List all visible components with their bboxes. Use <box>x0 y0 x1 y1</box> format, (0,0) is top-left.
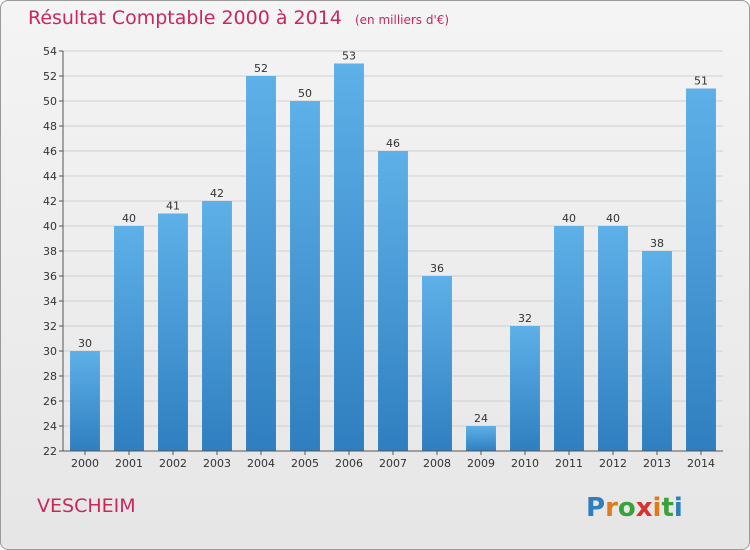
y-tick-label: 24 <box>43 420 57 433</box>
x-tick-label: 2007 <box>379 457 407 470</box>
bar <box>202 201 232 451</box>
x-tick-label: 2006 <box>335 457 363 470</box>
bar <box>246 76 276 451</box>
x-tick-label: 2009 <box>467 457 495 470</box>
data-label: 53 <box>342 50 356 63</box>
bar <box>378 151 408 451</box>
x-tick-label: 2014 <box>687 457 715 470</box>
y-tick-label: 50 <box>43 95 57 108</box>
y-tick-label: 40 <box>43 220 57 233</box>
y-tick-label: 32 <box>43 320 57 333</box>
bar <box>598 226 628 451</box>
y-tick-label: 42 <box>43 195 57 208</box>
bar-layer: 30 40 41 42 52 50 53 46 36 24 32 40 40 38 51 <box>70 50 716 451</box>
bar <box>334 63 364 451</box>
x-tick-label: 2010 <box>511 457 539 470</box>
data-label: 41 <box>166 200 180 213</box>
y-tick-label: 46 <box>43 145 57 158</box>
bar <box>510 326 540 451</box>
x-tick-label: 2013 <box>643 457 671 470</box>
bar <box>158 213 188 451</box>
chart-title-main: Résultat Comptable 2000 à 2014 <box>28 7 342 29</box>
x-tick-label: 2002 <box>159 457 187 470</box>
bar <box>422 276 452 451</box>
data-label: 52 <box>254 62 268 75</box>
y-tick-label: 54 <box>43 45 57 58</box>
x-tick-label: 2004 <box>247 457 275 470</box>
y-tick-label: 22 <box>43 445 57 458</box>
axis-layer: 22 24 26 28 30 32 34 36 38 40 42 44 46 48 50 52 54 2000 20… <box>43 45 723 470</box>
data-label: 46 <box>386 137 400 150</box>
y-tick-label: 34 <box>43 295 57 308</box>
commune-name: VESCHEIM <box>37 495 136 517</box>
x-tick-label: 2008 <box>423 457 451 470</box>
svg-text:Proxiti: Proxiti <box>586 493 683 523</box>
data-label: 36 <box>430 262 444 275</box>
bar <box>70 351 100 451</box>
data-label: 40 <box>562 212 576 225</box>
x-tick-label: 2011 <box>555 457 583 470</box>
data-label: 38 <box>650 237 664 250</box>
chart-subtitle: (en milliers d'€) <box>354 13 450 27</box>
data-label: 30 <box>78 337 92 350</box>
bar <box>686 88 716 451</box>
y-tick-label: 36 <box>43 270 57 283</box>
y-tick-label: 44 <box>43 170 57 183</box>
x-tick-label: 2000 <box>71 457 99 470</box>
x-tick-label: 2012 <box>599 457 627 470</box>
bar <box>642 251 672 451</box>
x-tick-label: 2005 <box>291 457 319 470</box>
bar <box>114 226 144 451</box>
y-tick-label: 26 <box>43 395 57 408</box>
y-tick-label: 52 <box>43 70 57 83</box>
y-tick-label: 28 <box>43 370 57 383</box>
y-tick-label: 38 <box>43 245 57 258</box>
data-label: 50 <box>298 87 312 100</box>
bar <box>554 226 584 451</box>
proxiti-logo: Proxiti <box>586 493 683 523</box>
data-label: 40 <box>122 212 136 225</box>
x-tick-label: 2003 <box>203 457 231 470</box>
data-label: 40 <box>606 212 620 225</box>
bar <box>290 101 320 451</box>
y-tick-label: 48 <box>43 120 57 133</box>
x-tick-label: 2001 <box>115 457 143 470</box>
data-label: 42 <box>210 187 224 200</box>
chart-title: Résultat Comptable 2000 à 2014 (en milli… <box>28 7 449 29</box>
data-label: 32 <box>518 312 532 325</box>
data-label: 51 <box>694 75 708 88</box>
data-label: 24 <box>474 412 488 425</box>
bar <box>466 426 496 451</box>
y-tick-label: 30 <box>43 345 57 358</box>
